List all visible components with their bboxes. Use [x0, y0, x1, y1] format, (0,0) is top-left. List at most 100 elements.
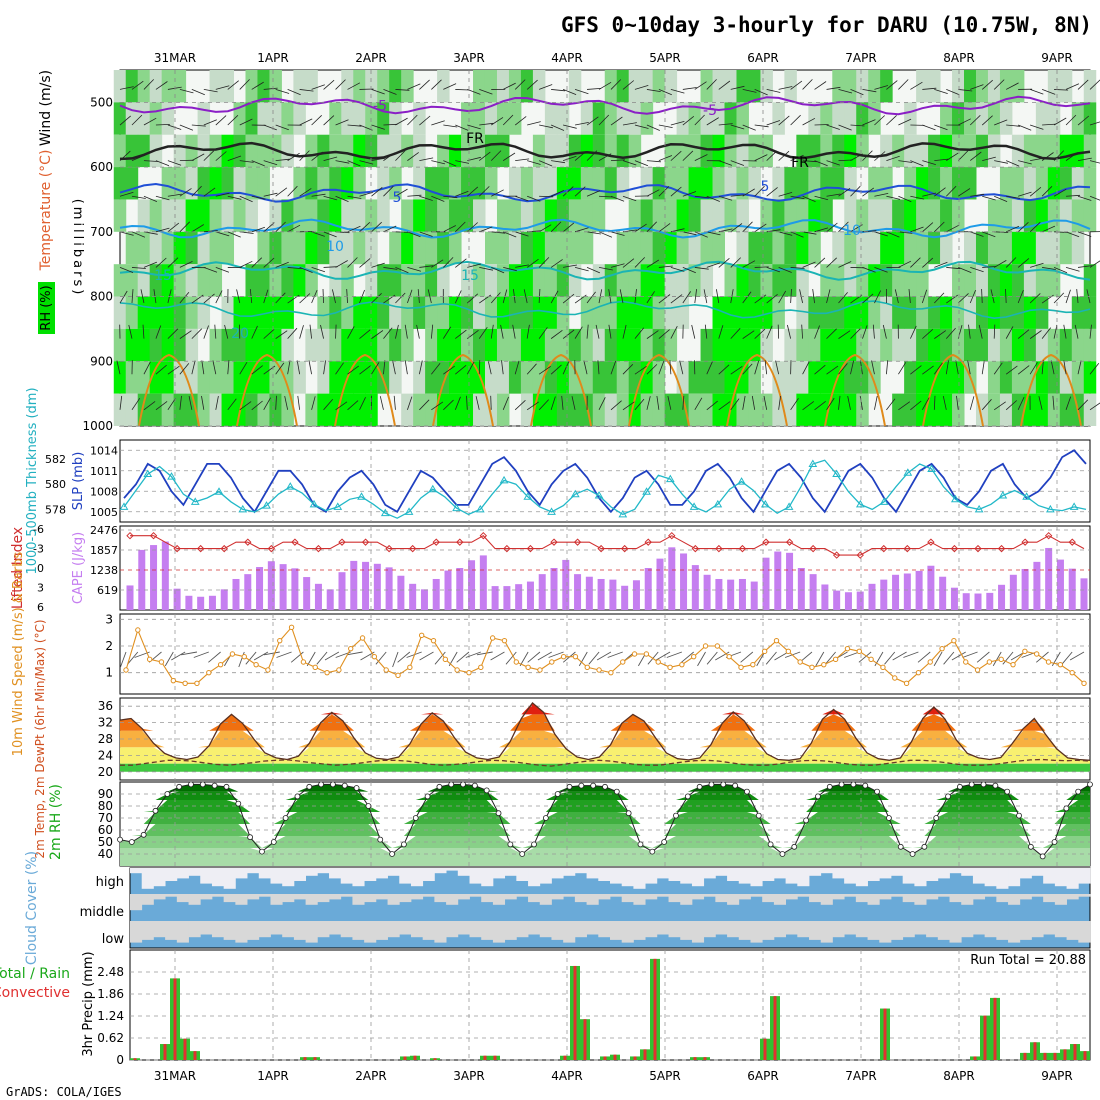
barb: [275, 292, 286, 304]
rh-marker: [353, 785, 360, 791]
barb: [622, 80, 635, 90]
wind10-barb: [181, 651, 198, 656]
rh-cell: [365, 102, 378, 135]
rh-cell: [784, 167, 797, 200]
barb: [934, 158, 949, 162]
rh-cell: [365, 296, 378, 329]
rh-cell: [676, 231, 690, 265]
barb: [431, 79, 442, 90]
barb: [1077, 157, 1092, 162]
barb: [297, 395, 301, 410]
rh-marker: [318, 781, 324, 788]
cloud-cell-high: [820, 868, 833, 874]
wind10-marker: [596, 667, 602, 673]
barb: [790, 195, 805, 200]
barb: [871, 360, 875, 375]
cloud-cell-low: [329, 921, 342, 935]
cloud-cell-high: [680, 868, 693, 884]
rh-cell: [520, 328, 534, 362]
lifted-index-series: [126, 531, 1085, 559]
barb: [790, 267, 805, 269]
rh-cell: [113, 102, 127, 135]
barb: [598, 81, 612, 90]
barb: [191, 124, 206, 127]
rh-cell: [461, 328, 474, 362]
barb: [862, 267, 876, 273]
isotherm-25: [726, 353, 788, 427]
rh-cell: [987, 102, 1001, 135]
rh-cell: [820, 199, 833, 232]
barb: [347, 124, 362, 127]
barb: [323, 115, 335, 126]
wind10-marker: [1045, 659, 1052, 665]
rh-cell: [676, 361, 690, 394]
barb: [1017, 222, 1029, 233]
barb: [251, 365, 263, 375]
rh-cell: [999, 167, 1013, 200]
rh-cell: [832, 70, 845, 103]
rh-cell: [628, 199, 642, 232]
barb: [550, 190, 565, 197]
barb: [1053, 324, 1058, 339]
wind10-barb: [193, 651, 209, 658]
barb: [467, 186, 479, 197]
rh-cell: [772, 199, 785, 232]
rh-cell: [904, 102, 917, 135]
barb: [1029, 362, 1038, 375]
wind10-marker: [691, 653, 697, 660]
isotherm-label: FR: [791, 155, 809, 171]
cloud-cell-high: [902, 868, 915, 884]
rh-cell: [568, 134, 582, 168]
cloud-cell-high: [809, 868, 822, 876]
wind10-marker: [241, 653, 247, 660]
rh-cell: [425, 199, 438, 232]
cloud-cell-high: [293, 868, 307, 881]
rh-cell: [892, 231, 905, 265]
rh-marker: [211, 782, 218, 789]
barb: [634, 124, 649, 129]
rh-cell: [568, 167, 582, 200]
cloud-cell-high: [633, 868, 646, 889]
cloud-cell-high: [1066, 868, 1079, 889]
rh-cell: [221, 199, 235, 232]
rh-cell: [832, 231, 845, 265]
barb: [346, 288, 348, 304]
barb: [634, 398, 645, 411]
rh-cell: [580, 361, 594, 394]
wind10-marker: [182, 680, 188, 687]
precip-convective-bar: [403, 1056, 407, 1060]
rh-cell: [844, 361, 857, 394]
wind10-series: [123, 624, 1087, 687]
li-tick-label: -6: [33, 523, 44, 536]
barb: [730, 223, 743, 233]
rh-cell: [137, 102, 151, 135]
barb: [1017, 289, 1024, 304]
rh-marker: [649, 848, 656, 855]
barb: [515, 264, 529, 268]
barb: [730, 124, 745, 130]
rh-cell: [748, 134, 761, 168]
barb: [551, 89, 566, 92]
cloud-cell-high: [317, 868, 330, 874]
rh-cell: [1059, 167, 1073, 200]
rh-cell: [688, 361, 702, 394]
date-label-bottom: 5APR: [649, 1069, 680, 1083]
thickness-marker: [950, 494, 960, 503]
rh-cell: [532, 167, 546, 200]
li-marker: [997, 544, 1006, 553]
rh-cell: [856, 264, 869, 297]
rh-cell: [628, 134, 642, 168]
rh-marker: [933, 815, 940, 821]
barb: [236, 289, 241, 304]
rh-cell: [1011, 134, 1025, 168]
barb: [910, 400, 922, 411]
barb: [538, 224, 552, 233]
cloud-cell-middle: [340, 894, 353, 897]
date-label-top: 4APR: [551, 51, 582, 65]
wind10-marker: [525, 664, 531, 671]
thickness-marker: [285, 482, 295, 490]
precip-convective-bar: [563, 1055, 567, 1060]
barb: [251, 226, 266, 233]
barb: [347, 160, 361, 167]
barb: [634, 289, 637, 304]
